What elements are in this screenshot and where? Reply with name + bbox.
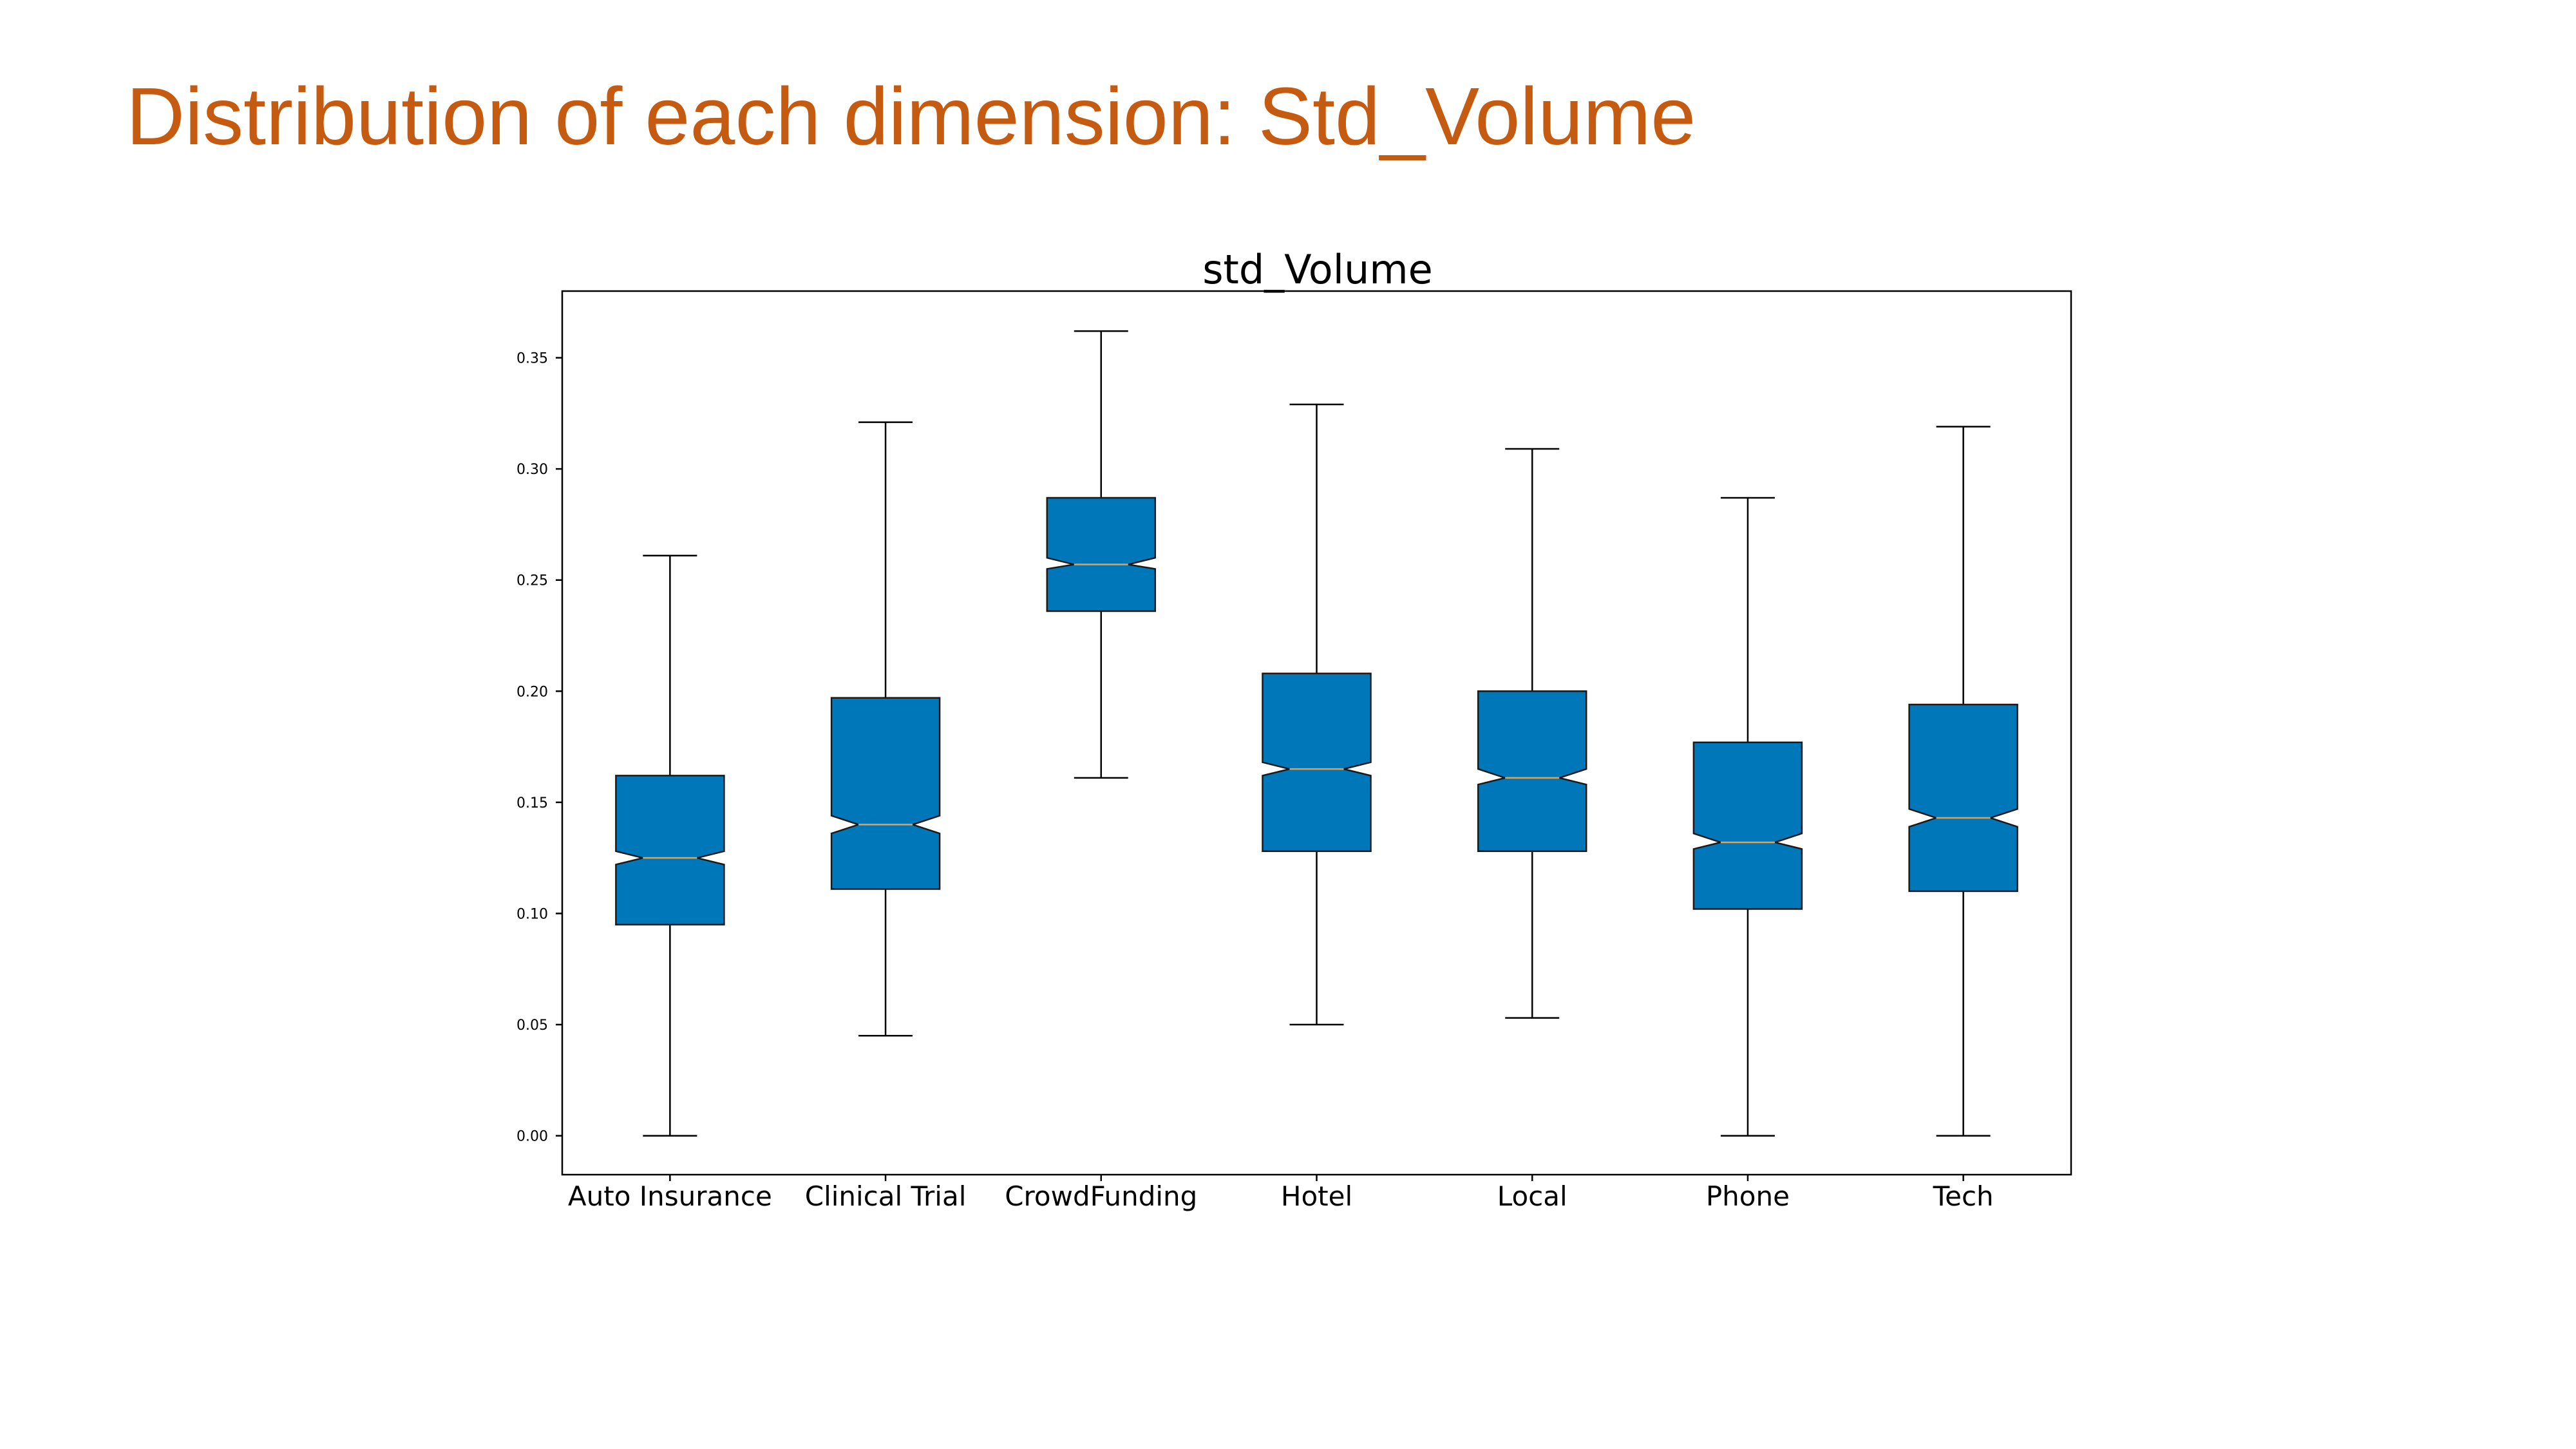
y-tick-label: 0.30 [516, 462, 548, 478]
box-body [615, 775, 725, 925]
slide-title: Distribution of each dimension: Std_Volu… [126, 71, 1696, 162]
x-tick-label: CrowdFunding [1005, 1180, 1197, 1212]
y-tick-label: 0.15 [516, 795, 548, 811]
box-clinical-trial [830, 421, 941, 1037]
box-body [1477, 690, 1587, 853]
x-tick-label: Local [1497, 1180, 1567, 1212]
x-tick-label: Auto Insurance [568, 1180, 772, 1212]
y-tick-label: 0.25 [516, 573, 548, 589]
boxes-layer [615, 330, 2018, 1137]
y-axis: 0.00 0.05 0.10 0.15 0.20 0.25 0.30 0.35 [516, 351, 562, 1145]
box-local [1477, 448, 1587, 1019]
y-tick-label: 0.00 [516, 1129, 548, 1145]
x-tick-label: Phone [1706, 1180, 1790, 1212]
box-crowdfunding [1046, 330, 1157, 779]
y-tick-label: 0.35 [516, 351, 548, 367]
box-tech [1908, 426, 2018, 1137]
chart-title: std_Volume [1202, 246, 1433, 293]
box-body [1262, 672, 1372, 853]
box-body [1046, 497, 1157, 612]
box-body [830, 697, 941, 890]
x-axis: Auto Insurance Clinical Trial CrowdFunding… [568, 1175, 1994, 1212]
x-tick-label: Hotel [1281, 1180, 1352, 1212]
x-tick-label: Tech [1933, 1180, 1994, 1212]
y-tick-label: 0.10 [516, 906, 548, 922]
box-auto-insurance [615, 554, 725, 1137]
box-body [1692, 741, 1803, 910]
box-hotel [1262, 403, 1372, 1026]
x-tick-label: Clinical Trial [805, 1180, 967, 1212]
y-tick-label: 0.05 [516, 1018, 548, 1034]
box-phone [1692, 497, 1803, 1137]
y-tick-label: 0.20 [516, 684, 548, 700]
box-body [1908, 703, 2018, 893]
